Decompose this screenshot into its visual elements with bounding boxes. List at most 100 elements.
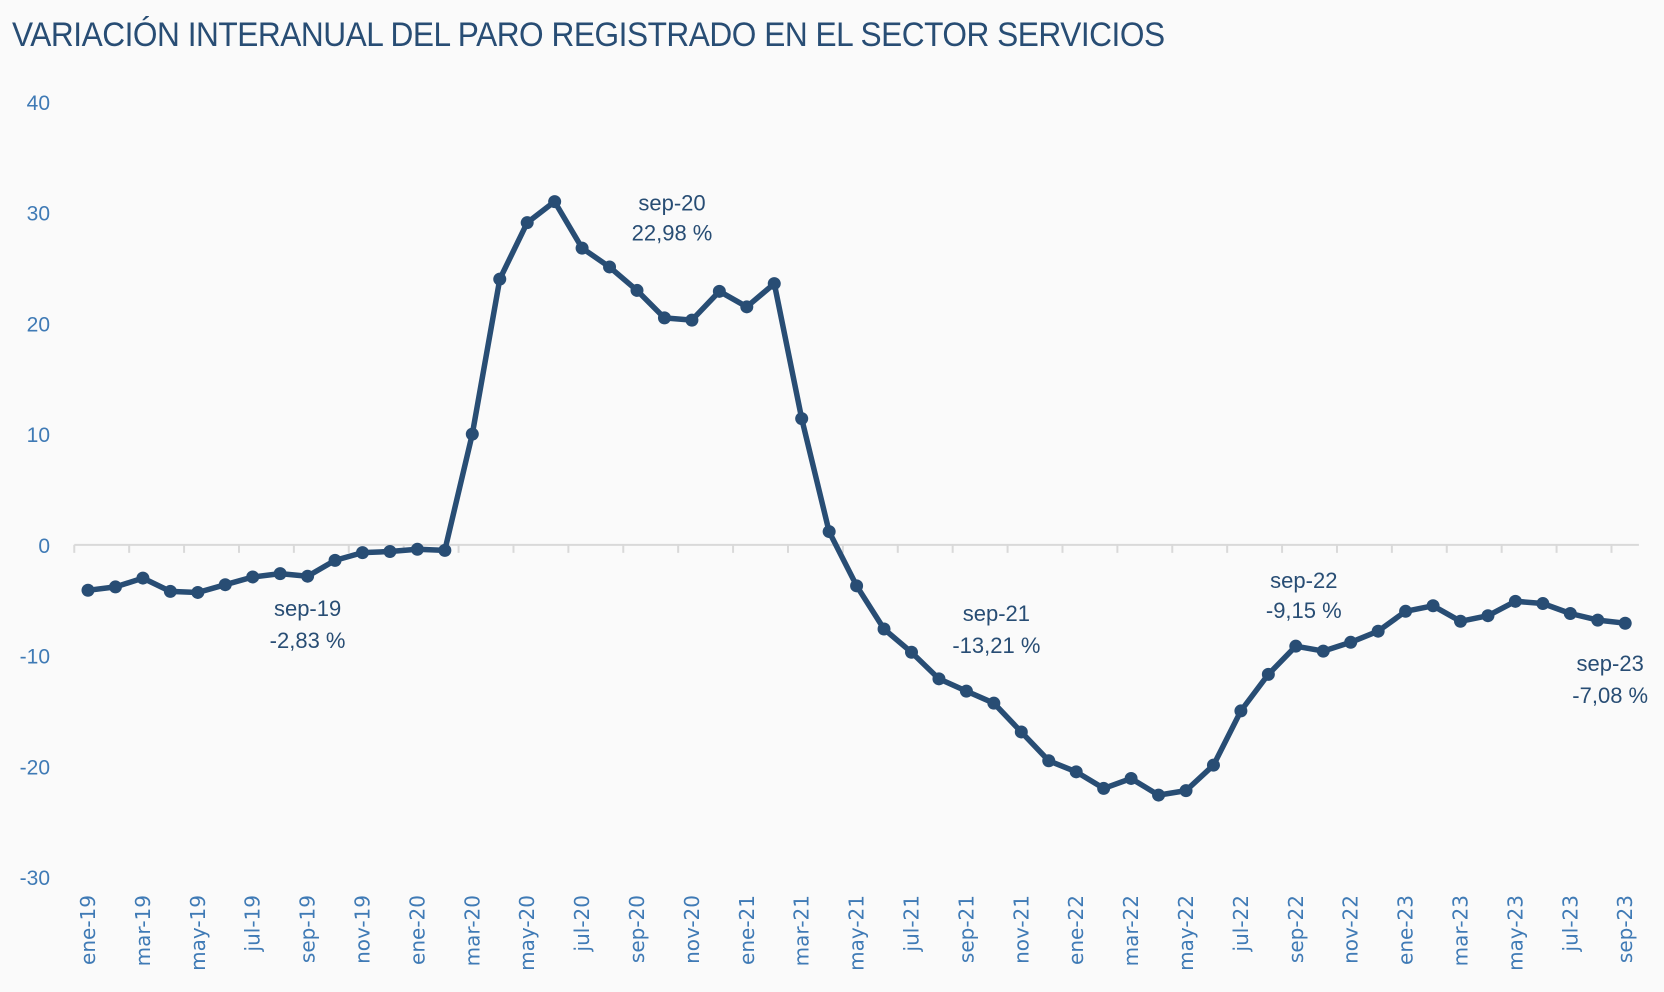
y-tick-label: 0: [38, 535, 50, 558]
data-label: sep-20 22,98 %: [632, 190, 713, 245]
data-point: [905, 645, 918, 659]
x-tick-label: sep-22: [1284, 895, 1308, 963]
data-point: [877, 622, 891, 636]
data-label: sep-19 -2,83 %: [270, 596, 346, 653]
data-point: [218, 578, 232, 592]
data-label: sep-21 -13,21 %: [952, 601, 1040, 658]
x-tick-label: sep-19: [296, 895, 320, 963]
data-point: [1454, 614, 1467, 628]
data-point: [630, 283, 644, 297]
x-tick-label: mar-23: [1449, 895, 1473, 966]
data-point: [1042, 754, 1056, 768]
data-point: [1152, 788, 1166, 802]
data-point: [767, 277, 781, 291]
data-point: [1124, 771, 1138, 785]
data-label-value: -2,83 %: [270, 628, 346, 653]
x-tick-label: nov-21: [1009, 895, 1033, 964]
data-point: [1591, 613, 1605, 627]
data-point: [465, 427, 479, 441]
data-point: [1481, 609, 1495, 623]
x-tick-label: mar-19: [131, 895, 155, 966]
data-point: [1344, 635, 1358, 649]
data-point: [1399, 604, 1413, 618]
x-tick-label: jul-22: [1229, 895, 1253, 952]
data-point: [1069, 765, 1083, 779]
data-point: [1261, 667, 1275, 681]
x-tick-label: jul-21: [900, 895, 924, 952]
data-point: [410, 542, 424, 556]
data-point: [273, 567, 287, 581]
data-point: [438, 543, 452, 557]
data-point: [575, 241, 589, 255]
data-point: [356, 546, 369, 560]
data-point: [1316, 644, 1330, 658]
x-tick-label: ene-22: [1064, 895, 1088, 965]
chart-title: VARIACIÓN INTERANUAL DEL PARO REGISTRADO…: [12, 16, 1165, 54]
x-tick-label: may-22: [1174, 895, 1198, 971]
data-point: [493, 272, 507, 286]
x-tick-label: ene-19: [76, 895, 100, 965]
data-point: [1206, 758, 1220, 772]
data-point: [987, 696, 1001, 710]
x-tick-label: may-19: [186, 895, 210, 971]
data-point: [1234, 704, 1248, 718]
x-tick-label: jul-23: [1558, 895, 1582, 952]
data-label-period: sep-23: [1577, 651, 1644, 676]
y-tick-label: -20: [20, 756, 50, 779]
y-axis: 40 30 20 10 0 -10 -20 -30: [20, 92, 50, 890]
data-point: [685, 313, 699, 327]
data-label-period: sep-21: [963, 601, 1030, 626]
data-label-period: sep-22: [1270, 568, 1337, 593]
data-label-value: -7,08 %: [1572, 683, 1648, 708]
data-point: [822, 525, 836, 539]
x-tick-label: ene-20: [405, 895, 429, 965]
x-tick-label: ene-23: [1394, 895, 1418, 965]
x-tick-label: mar-20: [460, 895, 484, 966]
data-point: [1563, 607, 1577, 620]
data-point: [1371, 624, 1385, 638]
y-tick-label: 30: [27, 203, 50, 226]
x-tick-label: nov-19: [351, 895, 375, 964]
data-point: [1097, 781, 1111, 795]
data-point: [191, 585, 205, 599]
y-tick-label: 20: [27, 313, 50, 336]
x-tick-label: may-21: [845, 895, 869, 971]
data-point: [1426, 599, 1440, 613]
data-point: [328, 553, 342, 567]
data-label-value: 22,98 %: [632, 220, 713, 245]
x-tick-label: jul-19: [241, 895, 265, 952]
x-tick-label: ene-21: [735, 895, 759, 965]
series-polyline: [85, 198, 1628, 798]
x-tick-label: sep-20: [625, 895, 649, 963]
series-line: [81, 195, 1632, 802]
data-label: sep-23 -7,08 %: [1572, 651, 1648, 708]
data-point: [712, 284, 726, 298]
y-tick-label: 40: [27, 92, 50, 115]
data-point: [1289, 639, 1303, 653]
data-point: [520, 216, 534, 230]
x-tick-label: may-20: [515, 895, 539, 971]
data-point: [657, 311, 671, 325]
y-tick-label: -30: [20, 867, 50, 890]
data-label-period: sep-20: [638, 190, 705, 215]
x-tick-label: mar-21: [790, 895, 814, 966]
data-label: sep-22 -9,15 %: [1266, 568, 1342, 623]
data-point: [1014, 725, 1028, 739]
data-point: [136, 571, 150, 585]
data-point: [81, 583, 95, 597]
x-tick-label: sep-23: [1613, 895, 1637, 963]
data-point: [301, 569, 315, 583]
data-point: [932, 672, 946, 686]
data-point: [548, 195, 562, 209]
data-point: [795, 412, 809, 426]
annotations: sep-19 -2,83 % sep-20 22,98 % sep-21 -13,21 %…: [270, 190, 1648, 708]
x-tick-label: nov-22: [1339, 895, 1363, 964]
data-point: [1508, 594, 1522, 608]
data-point: [850, 579, 864, 593]
x-tick-label: mar-22: [1119, 895, 1143, 966]
data-point: [1536, 597, 1550, 611]
y-tick-label: -10: [20, 646, 50, 669]
data-point: [1618, 616, 1632, 630]
x-tick-label: jul-20: [570, 895, 594, 952]
data-point: [246, 570, 260, 584]
